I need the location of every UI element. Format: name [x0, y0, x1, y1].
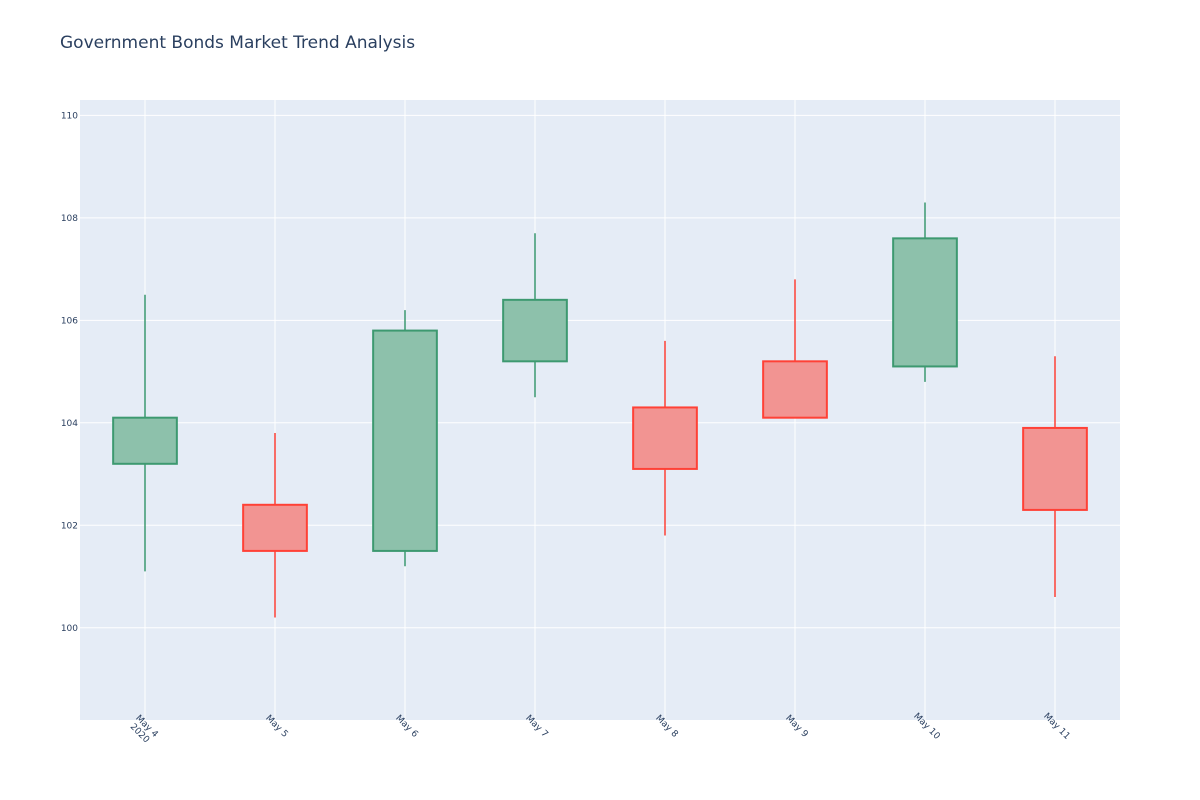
y-tick-label: 100 [61, 624, 78, 634]
candle-body [892, 237, 958, 368]
candle-body [1022, 426, 1088, 511]
y-axis-ticks: 100 102 104 106 108 110 [61, 111, 78, 633]
candle-2020-05-08 [632, 340, 698, 536]
y-tick-label: 108 [61, 214, 78, 224]
candle-2020-05-05 [242, 433, 308, 618]
candle-2020-05-04 [112, 294, 178, 572]
chart-title: Government Bonds Market Trend Analysis [60, 33, 416, 53]
y-tick-label: 104 [61, 419, 78, 429]
candle-2020-05-06 [372, 310, 438, 567]
y-tick-label: 102 [61, 521, 78, 531]
y-tick-label: 106 [61, 316, 78, 326]
candle-2020-05-09 [762, 279, 828, 419]
candle-2020-05-10 [892, 202, 958, 382]
candle-2020-05-07 [502, 233, 568, 398]
candle-body [762, 360, 828, 419]
candles [112, 202, 1088, 618]
y-tick-label: 110 [61, 111, 78, 121]
candle-body [502, 298, 568, 363]
candle-body [632, 406, 698, 470]
plot-background [80, 100, 1120, 720]
candle-body [112, 416, 178, 465]
candle-2020-05-11 [1022, 356, 1088, 598]
candle-body [372, 329, 438, 552]
candle-body [242, 503, 308, 552]
